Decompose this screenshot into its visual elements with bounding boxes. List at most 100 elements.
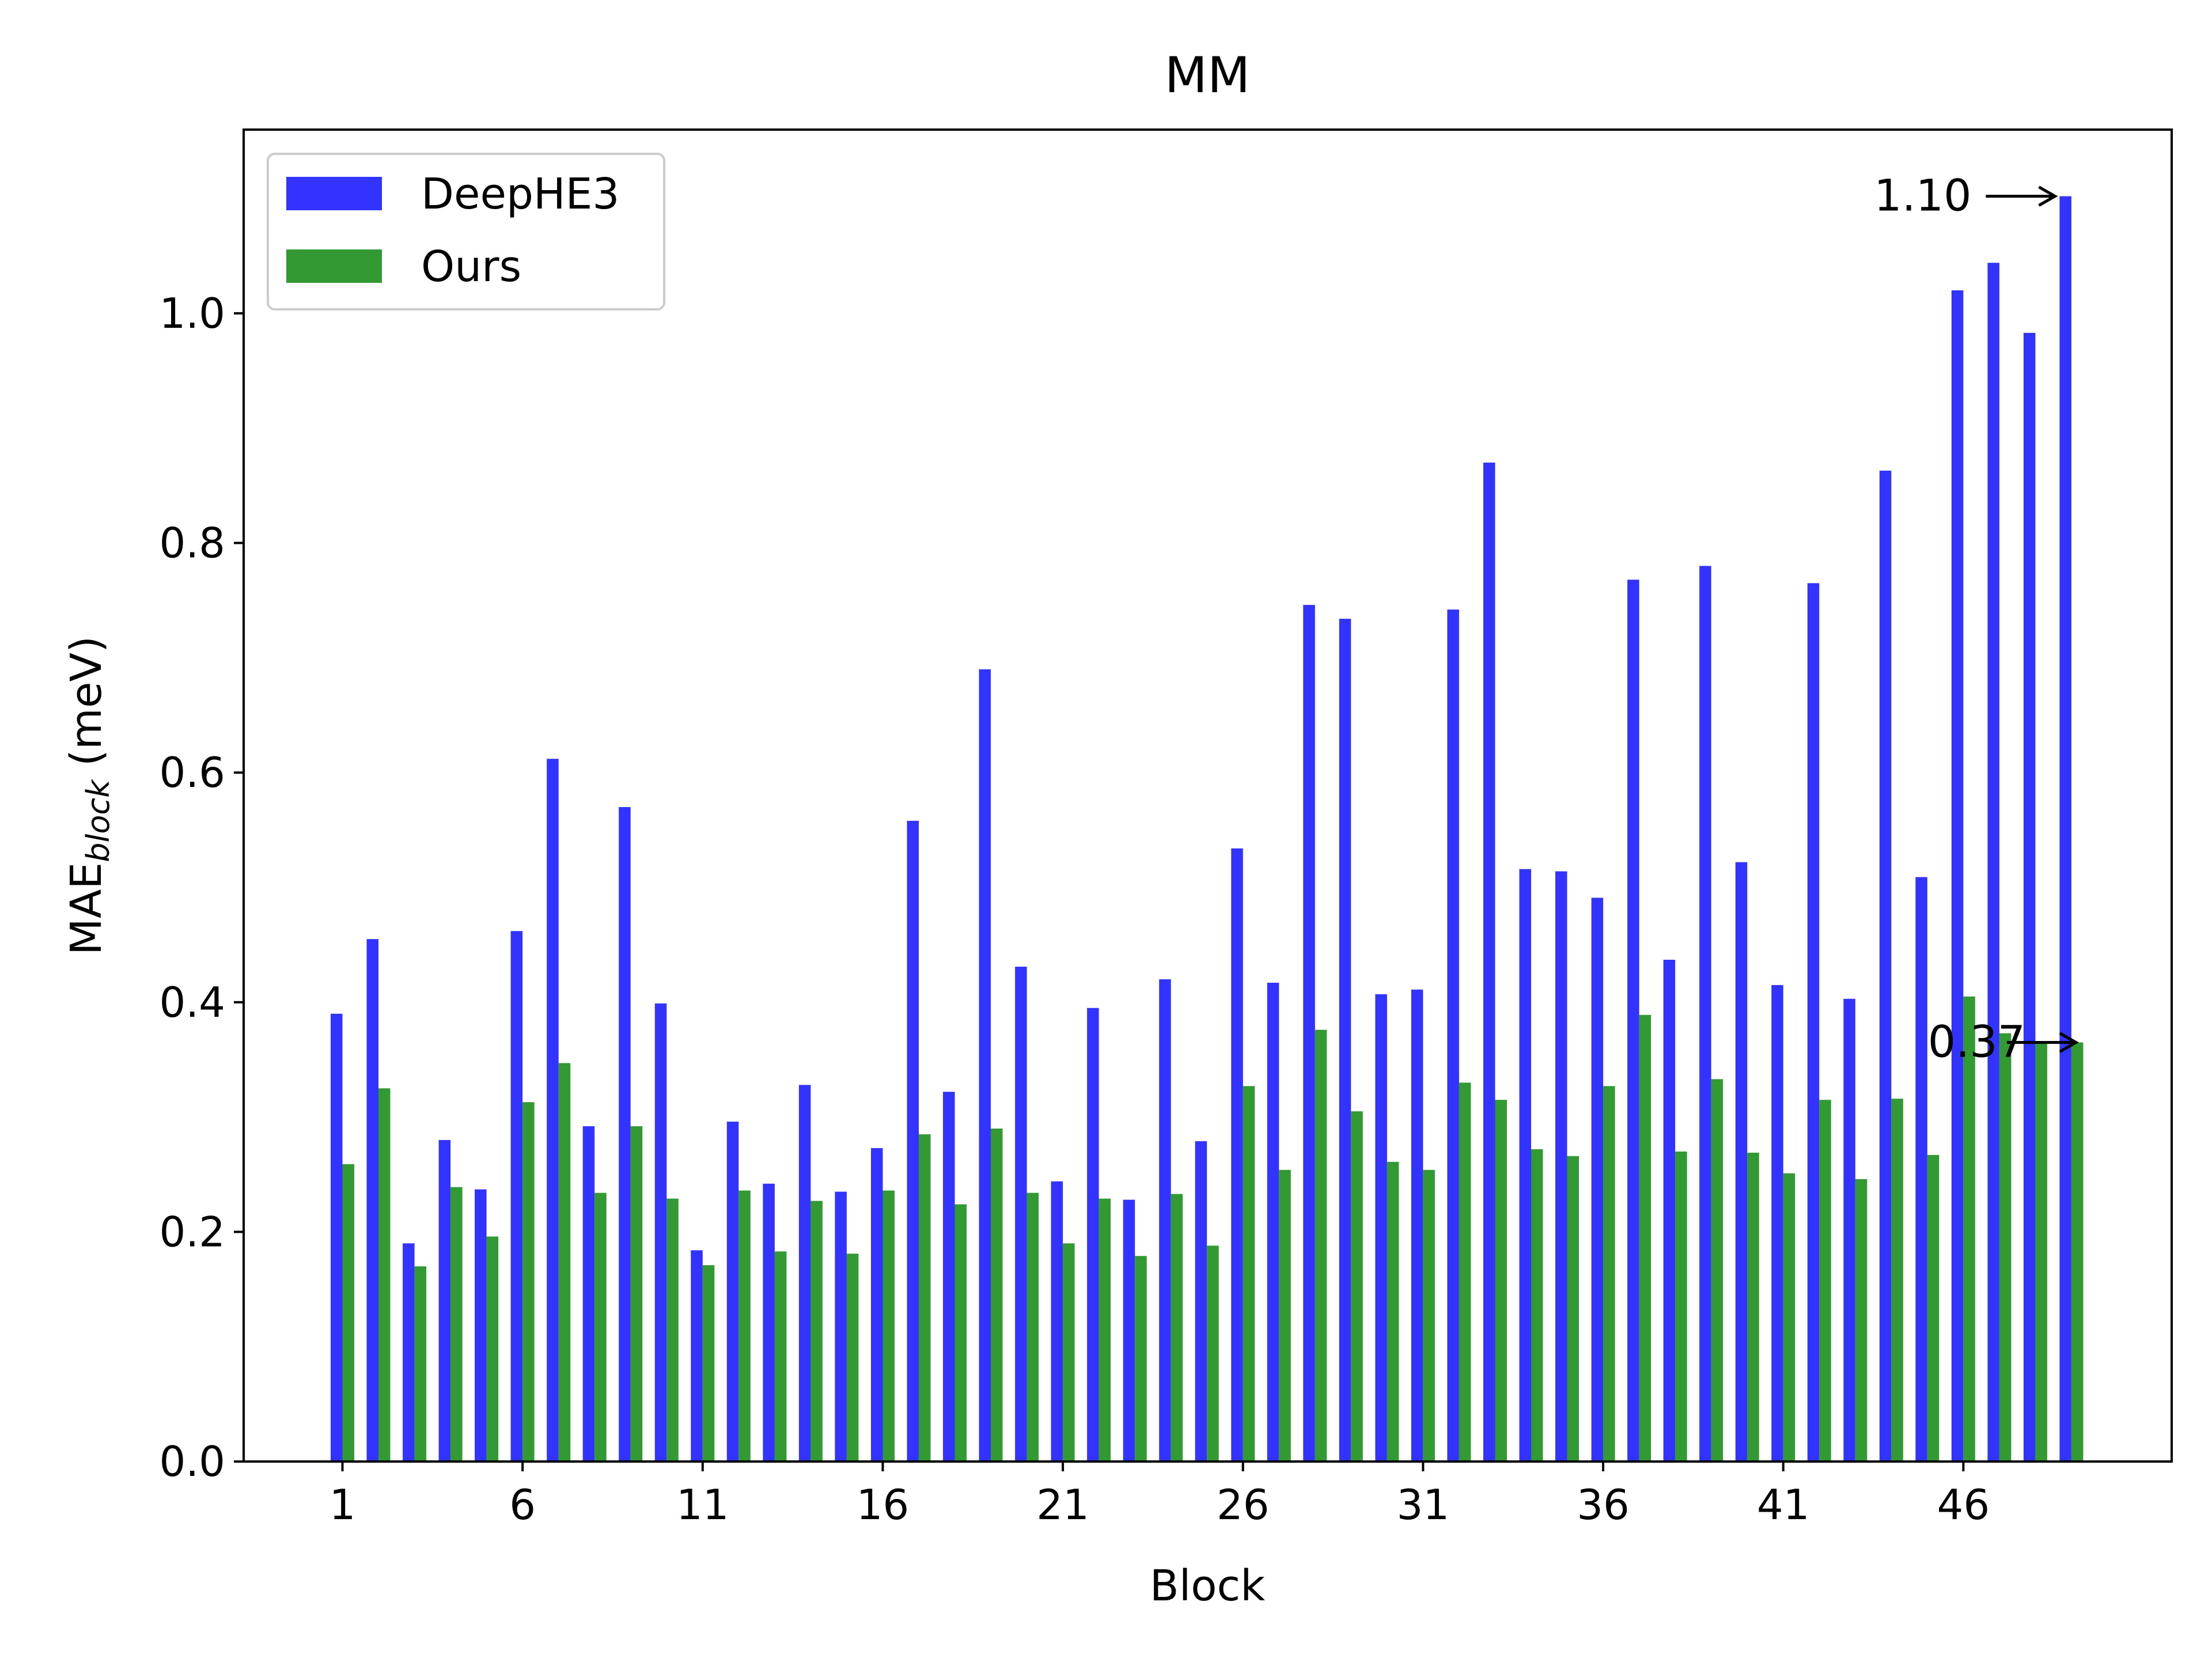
y-axis: 0.0 0.2 0.4 0.6 0.8 1.0 [159,289,244,1486]
bar-ours-27 [1279,1169,1291,1462]
bar-deephe3-24 [1159,979,1171,1462]
chart-title: MM [1165,47,1250,104]
bar-deephe3-7 [547,759,559,1462]
bar-deephe3-41 [1771,985,1783,1462]
bar-ours-1 [342,1164,354,1462]
bar-deephe3-32 [1447,609,1459,1462]
bar-deephe3-33 [1483,463,1495,1462]
y-tick-label: 0.8 [159,519,225,567]
bar-ours-35 [1567,1156,1579,1462]
bars-layer [331,196,2084,1462]
x-axis: 1 6 11 16 21 26 31 36 41 46 [329,1462,1990,1529]
bar-deephe3-20 [1015,967,1027,1462]
bar-deephe3-1 [331,1013,343,1462]
bar-ours-6 [522,1102,535,1462]
bar-ours-7 [558,1063,571,1462]
y-axis-label-main: MAE [62,862,111,955]
bar-ours-39 [1711,1079,1724,1462]
bar-ours-14 [810,1201,823,1462]
bar-deephe3-49 [2059,196,2071,1462]
bar-deephe3-5 [475,1189,487,1462]
bar-deephe3-43 [1843,998,1855,1462]
bar-ours-8 [594,1192,607,1462]
x-tick-label: 1 [329,1481,356,1529]
y-axis-label-sub: block [80,778,116,862]
bar-deephe3-29 [1339,619,1351,1462]
bar-deephe3-48 [2023,332,2036,1462]
bar-deephe3-18 [943,1092,955,1462]
bar-deephe3-9 [619,807,631,1462]
bar-ours-25 [1207,1245,1219,1462]
bar-ours-46 [1963,996,1975,1462]
bar-ours-32 [1459,1082,1471,1462]
annotation-arrowhead-0 [2038,185,2058,207]
bar-deephe3-42 [1807,583,1820,1462]
bar-ours-24 [1171,1194,1183,1462]
bar-deephe3-21 [1051,1181,1063,1462]
bar-ours-45 [1927,1154,1940,1462]
x-tick-label: 21 [1036,1481,1089,1529]
bar-deephe3-39 [1699,566,1711,1462]
y-axis-label: MAEblock (meV) [62,636,116,955]
bar-ours-18 [955,1204,967,1462]
bar-ours-19 [991,1129,1003,1462]
bar-deephe3-25 [1195,1141,1207,1462]
bar-deephe3-47 [1987,263,1999,1462]
bar-deephe3-16 [871,1148,883,1462]
x-tick-label: 26 [1217,1481,1270,1529]
bar-deephe3-26 [1231,848,1243,1462]
bar-ours-49 [2071,1042,2084,1462]
x-tick-label: 41 [1757,1481,1810,1529]
y-tick-label: 0.0 [159,1437,225,1486]
bar-deephe3-12 [726,1122,739,1462]
y-tick-label: 0.2 [159,1207,225,1256]
bar-ours-33 [1495,1100,1507,1462]
bar-ours-30 [1387,1161,1399,1462]
legend-swatch-ours [286,249,382,283]
bar-deephe3-27 [1267,982,1279,1462]
bar-ours-21 [1063,1243,1075,1462]
bar-ours-48 [2035,1041,2047,1462]
x-tick-label: 31 [1397,1481,1450,1529]
bar-deephe3-10 [654,1003,667,1462]
bar-deephe3-28 [1303,605,1315,1462]
legend-swatch-deephe3 [286,177,382,210]
bar-ours-12 [738,1190,751,1462]
bar-ours-31 [1423,1169,1435,1462]
y-tick-label: 0.4 [159,978,225,1027]
bar-deephe3-17 [907,820,919,1462]
bar-deephe3-14 [798,1085,811,1462]
bar-ours-20 [1027,1192,1039,1462]
bar-ours-23 [1135,1256,1147,1462]
bar-deephe3-45 [1915,877,1927,1462]
bar-ours-40 [1747,1152,1759,1462]
bar-ours-43 [1855,1179,1868,1462]
y-tick-label: 1.0 [159,289,225,338]
bar-deephe3-37 [1627,580,1639,1462]
bar-ours-15 [846,1254,859,1462]
bar-ours-22 [1099,1198,1111,1462]
bar-deephe3-30 [1375,994,1387,1462]
annotation-label-1: 0.37 [1928,1016,2025,1067]
bar-ours-41 [1783,1173,1796,1462]
bar-deephe3-19 [979,669,991,1462]
bar-deephe3-44 [1879,471,1892,1462]
legend-label-ours: Ours [421,242,521,291]
bar-ours-3 [414,1266,427,1462]
bar-deephe3-23 [1123,1199,1135,1462]
bar-ours-42 [1819,1100,1831,1462]
bar-ours-2 [378,1088,391,1462]
bar-ours-11 [702,1265,715,1462]
bar-ours-29 [1351,1111,1363,1462]
bar-ours-34 [1531,1149,1543,1462]
plot-frame [243,128,2173,1463]
bar-deephe3-3 [403,1243,415,1462]
bar-ours-16 [882,1190,895,1462]
bar-deephe3-11 [691,1250,703,1462]
y-tick-label: 0.6 [159,748,225,797]
bar-ours-28 [1315,1029,1327,1462]
bar-ours-10 [666,1198,679,1462]
bar-deephe3-15 [835,1191,847,1462]
bar-deephe3-4 [438,1139,451,1462]
x-tick-label: 36 [1577,1481,1630,1529]
